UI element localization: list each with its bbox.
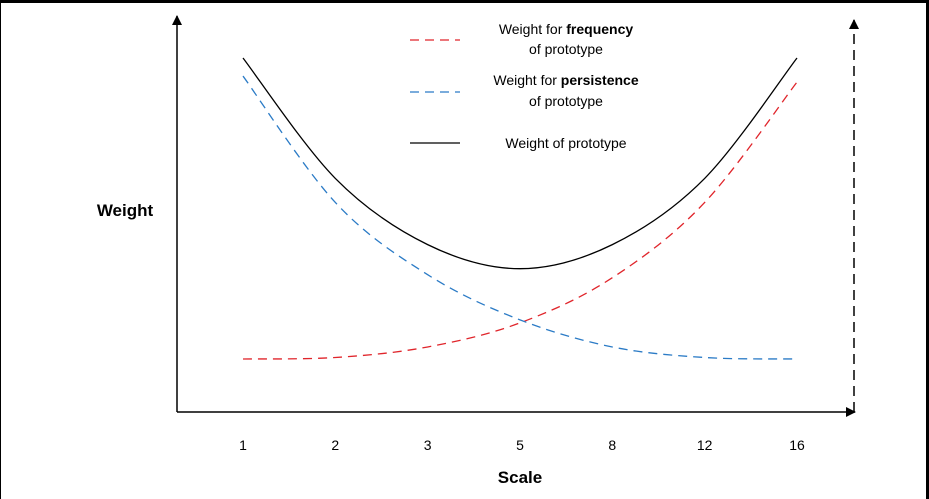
x-tick-label: 8 [608, 437, 616, 453]
legend-label-frequency-line2: of prototype [529, 41, 603, 57]
x-tick-label: 3 [424, 437, 432, 453]
legend-frequency-bold: frequency [566, 21, 633, 37]
x-axis-title: Scale [498, 468, 542, 487]
frequency-weight-line [242, 81, 798, 360]
y-axis-title: Weight [97, 201, 154, 220]
legend-label-persistence: Weight for persistence [493, 72, 638, 88]
x-tick-label: 1 [239, 437, 247, 453]
x-tick-labels: 1 2 3 5 8 12 16 [239, 437, 805, 453]
persistence-weight-line [242, 75, 798, 360]
legend-label-frequency: Weight for frequency [499, 21, 634, 37]
legend-frequency-prefix: Weight for [499, 21, 566, 37]
x-tick-label: 12 [697, 437, 713, 453]
legend-persistence-prefix: Weight for [493, 72, 560, 88]
x-tick-label: 2 [331, 437, 339, 453]
legend: Weight for frequency of prototype Weight… [410, 21, 639, 151]
x-tick-label: 16 [789, 437, 805, 453]
legend-label-prototype: Weight of prototype [505, 135, 626, 151]
x-tick-label: 5 [516, 437, 524, 453]
prototype-weight-line [242, 57, 798, 270]
legend-persistence-bold: persistence [561, 72, 639, 88]
legend-label-persistence-line2: of prototype [529, 93, 603, 109]
